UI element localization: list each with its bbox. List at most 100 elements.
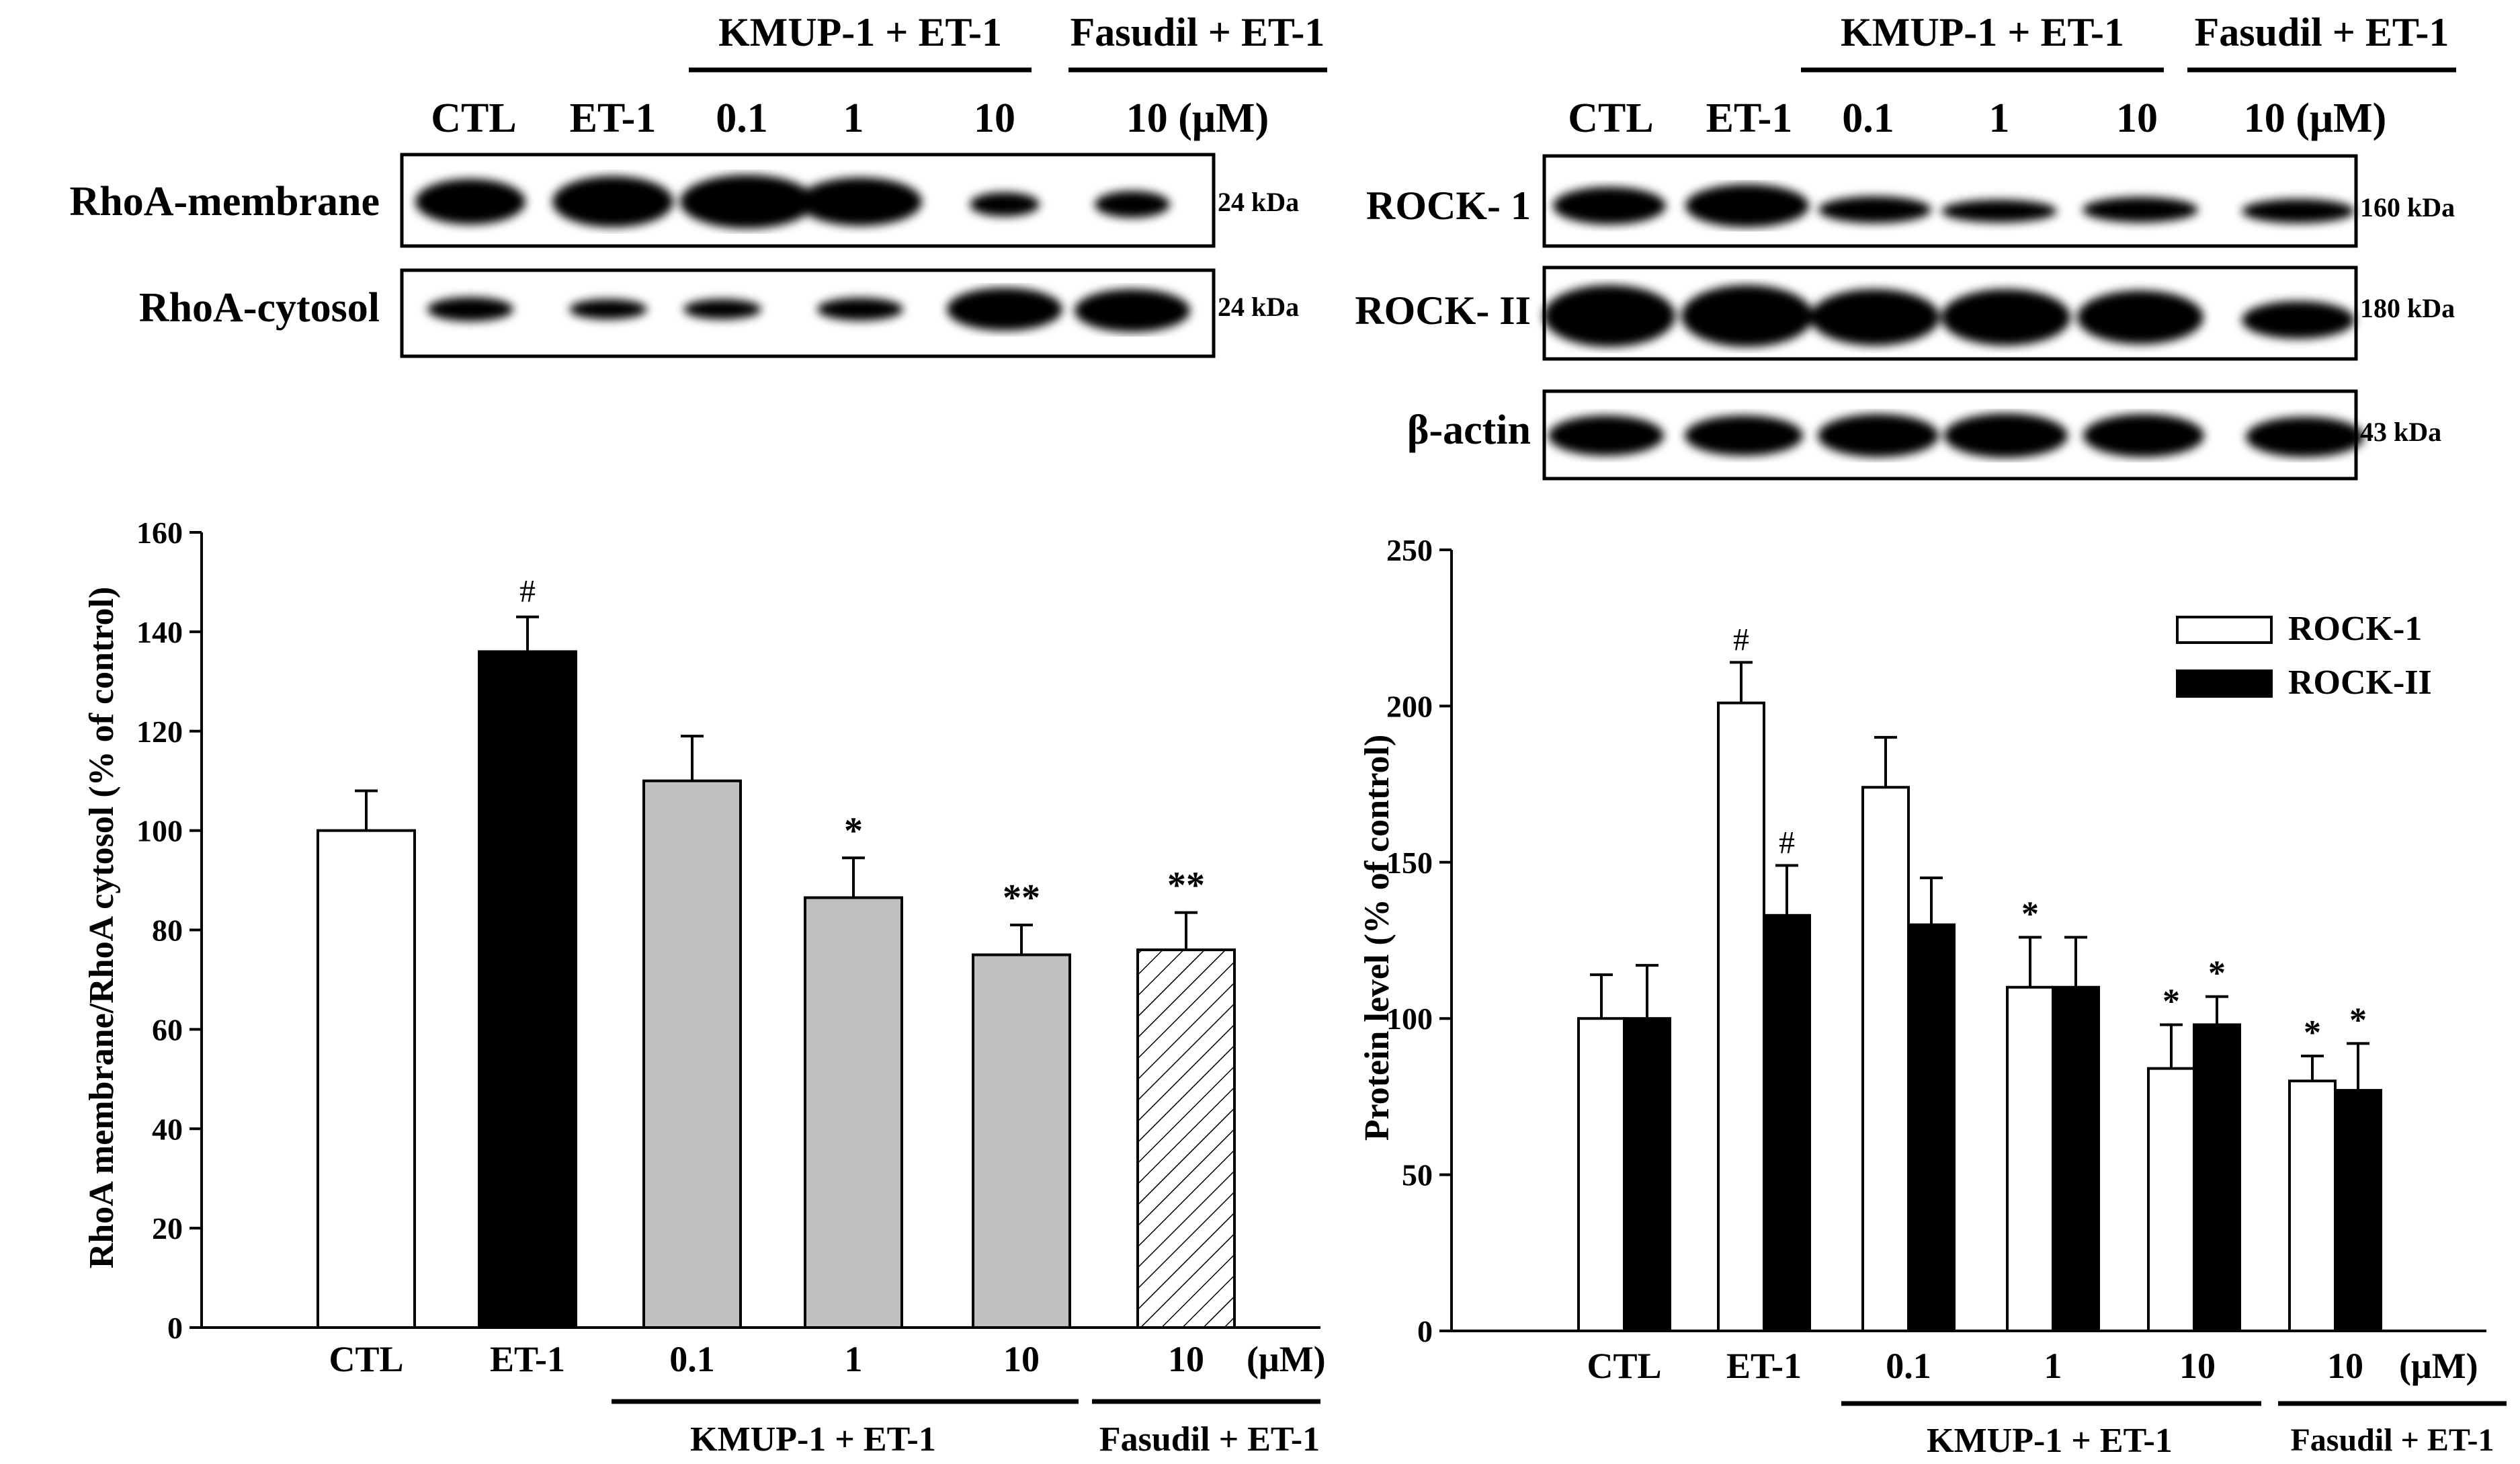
x-tick-label: 10 xyxy=(1003,1339,1040,1379)
bar-5 xyxy=(1136,948,1236,1329)
bar-0-2 xyxy=(1861,786,1910,1333)
bar-1-5 xyxy=(2334,1089,2382,1332)
blot-right-kda-rock2: 180 kDa xyxy=(2360,293,2455,323)
significance-mark-0-4: * xyxy=(2162,982,2180,1020)
x-tick-label: 1 xyxy=(845,1339,863,1379)
blot-right-group-fasudil: Fasudil + ET-1 xyxy=(2195,10,2449,54)
y-tick-label: 100 xyxy=(1386,1002,1433,1036)
x-unit-label: (μM) xyxy=(2399,1346,2478,1386)
chart-rock-ylabel: Protein level (% of control) xyxy=(1358,735,1396,1141)
bar-0-0 xyxy=(1577,1017,1626,1332)
chart-rock-group-kmup: KMUP-1 + ET-1 xyxy=(1927,1422,2173,1460)
bar-0 xyxy=(317,829,416,1329)
bar-0-5 xyxy=(2288,1080,2337,1333)
bar-1-1 xyxy=(1763,913,1811,1333)
blot-right-panel-actin xyxy=(1542,389,2364,481)
y-tick-label: 50 xyxy=(1402,1158,1433,1192)
significance-mark-3: * xyxy=(844,810,863,852)
y-tick-label: 0 xyxy=(167,1311,183,1345)
chart-rhoa-ylabel: RhoA membrane/RhoA cytosol (% of control… xyxy=(83,587,121,1268)
significance-mark-1-4: * xyxy=(2208,954,2226,993)
legend-label-rock1: ROCK-1 xyxy=(2288,610,2422,648)
x-tick-label: 0.1 xyxy=(669,1339,715,1379)
blot-left-lane-et1: ET-1 xyxy=(570,95,657,141)
bar-1-4 xyxy=(2193,1023,2241,1332)
blot-right-lane-et1: ET-1 xyxy=(1706,95,1793,141)
blot-left-panel-cytosol xyxy=(400,268,1216,358)
bar-0-3 xyxy=(2006,985,2054,1332)
x-tick-label: 10 xyxy=(2327,1346,2363,1386)
y-tick-label: 120 xyxy=(136,715,183,749)
y-tick-label: 250 xyxy=(1386,533,1433,567)
y-tick-label: 60 xyxy=(152,1012,183,1047)
blot-right-lane-kmup-1: 1 xyxy=(1989,95,2010,141)
blot-left-kda-membrane: 24 kDa xyxy=(1218,187,1299,217)
bar-3 xyxy=(804,896,903,1330)
blot-right-panel-rock2 xyxy=(1542,266,2358,361)
blot-left-group-fasudil: Fasudil + ET-1 xyxy=(1070,10,1325,54)
blot-left-row-label-membrane: RhoA-membrane xyxy=(70,179,380,225)
y-tick-label: 160 xyxy=(136,516,183,550)
blot-left-lane-kmup-0.1: 0.1 xyxy=(716,95,768,141)
bar-2 xyxy=(642,779,742,1329)
blot-right-row-label-actin: β-actin xyxy=(1407,407,1531,453)
chart-rhoa-group-kmup: KMUP-1 + ET-1 xyxy=(690,1420,936,1459)
bar-0-1 xyxy=(1717,701,1765,1332)
y-tick-label: 140 xyxy=(136,615,183,649)
x-tick-label: 0.1 xyxy=(1886,1346,1931,1386)
blot-left-panel-membrane xyxy=(400,153,1216,248)
significance-mark-1-5: * xyxy=(2349,1001,2367,1039)
blot-left-lane-kmup-1: 1 xyxy=(843,95,864,141)
blot-left-kda-cytosol: 24 kDa xyxy=(1218,292,1299,322)
blot-right-group-kmup: KMUP-1 + ET-1 xyxy=(1841,10,2124,54)
x-tick-label: CTL xyxy=(329,1339,403,1379)
bar-4 xyxy=(972,953,1071,1329)
blot-right-row-label-rock2: ROCK- II xyxy=(1355,288,1531,333)
chart-rock-group-fasudil: Fasudil + ET-1 xyxy=(2290,1422,2494,1458)
significance-mark-0-1: # xyxy=(1733,622,1749,657)
x-tick-label: 10 xyxy=(1168,1339,1204,1379)
blot-left: KMUP-1 + ET-1 Fasudil + ET-1 CTL ET-1 0.… xyxy=(70,10,1327,358)
y-tick-label: 150 xyxy=(1386,846,1433,880)
bar-1 xyxy=(478,650,577,1329)
y-tick-label: 100 xyxy=(136,814,183,848)
legend-swatch-rock1 xyxy=(2176,616,2273,644)
blot-right-kda-rock1: 160 kDa xyxy=(2360,192,2455,222)
significance-mark-0-5: * xyxy=(2304,1014,2321,1052)
blot-left-group-kmup: KMUP-1 + ET-1 xyxy=(718,10,1002,54)
significance-mark-0-3: * xyxy=(2021,895,2039,933)
bar-1-2 xyxy=(1907,923,1956,1332)
significance-mark-1-1: # xyxy=(1779,825,1795,860)
y-tick-label: 0 xyxy=(1417,1314,1433,1348)
blot-right-lane-kmup-10: 10 xyxy=(2116,95,2158,141)
x-tick-label: ET-1 xyxy=(1726,1346,1802,1386)
significance-mark-5: ** xyxy=(1167,865,1205,907)
chart-rock-protein: # * * * # * * 0 50 100 150 200 250 CTL ET-1 0.1 1 10 10 (μ… xyxy=(1358,533,2507,1460)
legend-swatch-rock2 xyxy=(2176,669,2273,698)
x-tick-label: 1 xyxy=(2044,1346,2062,1386)
chart-rock-legend: ROCK-1 ROCK-II xyxy=(2176,610,2432,702)
x-tick-label: 10 xyxy=(2179,1346,2216,1386)
blot-right-panel-rock1 xyxy=(1542,154,2358,248)
blot-left-lane-kmup-10: 10 xyxy=(974,95,1015,141)
blot-right-lane-kmup-0.1: 0.1 xyxy=(1842,95,1894,141)
blot-right-lane-ctl: CTL xyxy=(1568,95,1653,141)
blot-right-kda-actin: 43 kDa xyxy=(2360,417,2441,447)
blot-right: KMUP-1 + ET-1 Fasudil + ET-1 CTL ET-1 0.… xyxy=(1355,10,2456,481)
chart-rhoa-group-fasudil: Fasudil + ET-1 xyxy=(1099,1420,1320,1459)
x-tick-label: ET-1 xyxy=(490,1339,565,1379)
blot-right-row-label-rock1: ROCK- 1 xyxy=(1366,184,1531,228)
significance-mark-4: ** xyxy=(1003,877,1040,919)
blot-left-row-label-cytosol: RhoA-cytosol xyxy=(139,285,380,331)
y-tick-label: 200 xyxy=(1386,689,1433,723)
bar-1-0 xyxy=(1623,1017,1671,1332)
y-tick-label: 40 xyxy=(152,1112,183,1146)
blot-left-lane-fasudil-10: 10 (μM) xyxy=(1126,95,1269,141)
legend-label-rock2: ROCK-II xyxy=(2288,663,2432,702)
y-tick-label: 80 xyxy=(152,913,183,948)
blot-left-lane-ctl: CTL xyxy=(431,95,516,141)
y-tick-label: 20 xyxy=(152,1211,183,1246)
significance-mark-1: # xyxy=(519,574,536,610)
